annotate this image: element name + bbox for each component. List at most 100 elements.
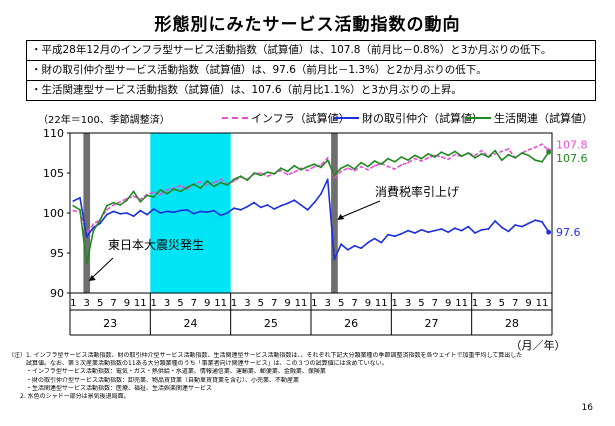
event-bar [83,133,91,293]
data-point-life [387,157,389,160]
data-point-trade [112,210,115,213]
data-point-trade [433,229,436,232]
data-point-trade [259,206,262,209]
annotation-label: 消費税率引上げ [375,184,459,199]
data-point-life [326,159,329,162]
legend-label-trade: 財の取引仲介（試算値） [362,112,483,125]
data-point-life [293,164,296,167]
data-point-infra [206,184,209,186]
data-point-trade [467,225,470,228]
x-tick-label: 9 [204,298,210,309]
y-tick-label: 90 [50,287,64,300]
data-point-life [279,167,282,170]
data-point-life [514,156,517,159]
footnote-line: 試算値。なお、第３次産業活動指数の11ある大分類業種のうち「事業者向け関連サービ… [8,360,388,368]
data-point-life [139,200,142,203]
data-point-life [273,172,276,175]
data-point-infra [360,165,363,168]
data-point-life [259,174,262,177]
data-point-infra [407,161,409,164]
data-point-trade [393,235,396,238]
data-point-trade [387,233,389,236]
data-point-trade [313,201,316,204]
end-marker-life [546,149,552,155]
legend-swatch-infra [222,117,248,119]
data-point-infra [413,157,416,160]
data-point-trade [474,232,476,234]
summary-box: ・平成28年12月のインフラ型サービス活動指数（試算値）は、107.8（前月比－… [26,40,596,101]
x-tick-label: 1 [70,298,76,309]
data-point-infra [159,193,162,196]
legend-item-infra: インフラ（試算値） [222,110,350,126]
footnotes: （注）1. インフラ型サービス活動指数、財の取引仲介型サービス活動指数、生活関連… [8,352,598,401]
legend-label-life: 生活関連（試算値） [494,112,593,125]
legend-item-life: 生活関連（試算値） [465,110,593,126]
data-point-trade [72,200,75,202]
end-label-trade: 97.6 [556,226,581,239]
x-tick-label: 3 [244,298,250,309]
data-point-trade [460,229,463,232]
data-point-life [454,150,456,153]
y-tick-label: 100 [43,207,64,220]
data-point-trade [541,220,543,223]
x-tick-label: 1 [311,298,317,309]
x-tick-label: 1 [391,298,397,309]
data-point-life [494,149,496,152]
data-point-infra [393,168,396,170]
data-point-infra [293,171,296,174]
data-point-life [340,167,343,170]
summary-bullet-life: ・生活関連型サービス活動指数（試算値）は、107.6（前月比1.1%）と3か月ぶ… [31,84,462,96]
data-point-life [92,229,95,232]
data-point-infra [152,191,155,194]
data-point-infra [92,223,95,226]
year-label: 25 [264,317,278,330]
data-point-trade [246,205,249,208]
data-point-life [440,151,443,154]
x-tick-label: 5 [418,298,424,309]
data-point-infra [286,173,289,176]
data-point-trade [119,212,122,215]
data-point-infra [494,152,496,155]
x-tick-label: 1 [150,298,156,309]
data-point-life [500,159,503,162]
data-point-infra [440,156,443,158]
data-point-trade [172,211,175,214]
x-tick-label: 7 [110,298,116,309]
data-point-trade [447,231,450,234]
x-tick-label: 1 [231,298,237,309]
data-point-trade [166,210,168,213]
data-point-trade [85,236,88,238]
data-point-trade [300,204,302,206]
series-line-life [72,149,550,265]
x-tick-label: 3 [84,298,90,309]
x-tick-label: 5 [338,298,344,309]
data-point-infra [279,169,282,172]
x-tick-label: 5 [258,298,264,309]
x-tick-label: 11 [375,298,388,309]
data-point-life [407,159,409,162]
data-point-infra [454,153,456,156]
y-tick-label: 95 [50,247,64,260]
data-point-life [253,172,255,174]
data-point-trade [286,202,289,205]
end-label-life: 107.6 [556,152,588,165]
data-point-life [192,183,195,186]
data-point-life [353,168,356,170]
data-point-trade [514,224,517,226]
data-point-life [400,156,403,158]
data-point-trade [192,212,195,215]
x-tick-label: 3 [325,298,331,309]
page-number: 16 [581,403,593,413]
data-point-life [199,187,202,190]
x-tick-label: 9 [365,298,371,309]
data-point-life [534,159,537,162]
data-point-infra [199,180,202,183]
data-point-life [373,160,376,162]
data-point-trade [99,222,102,225]
x-tick-label: 9 [124,298,130,309]
data-point-life [380,163,383,166]
data-point-infra [119,200,122,203]
x-tick-label: 11 [134,298,147,309]
data-point-trade [146,213,148,216]
